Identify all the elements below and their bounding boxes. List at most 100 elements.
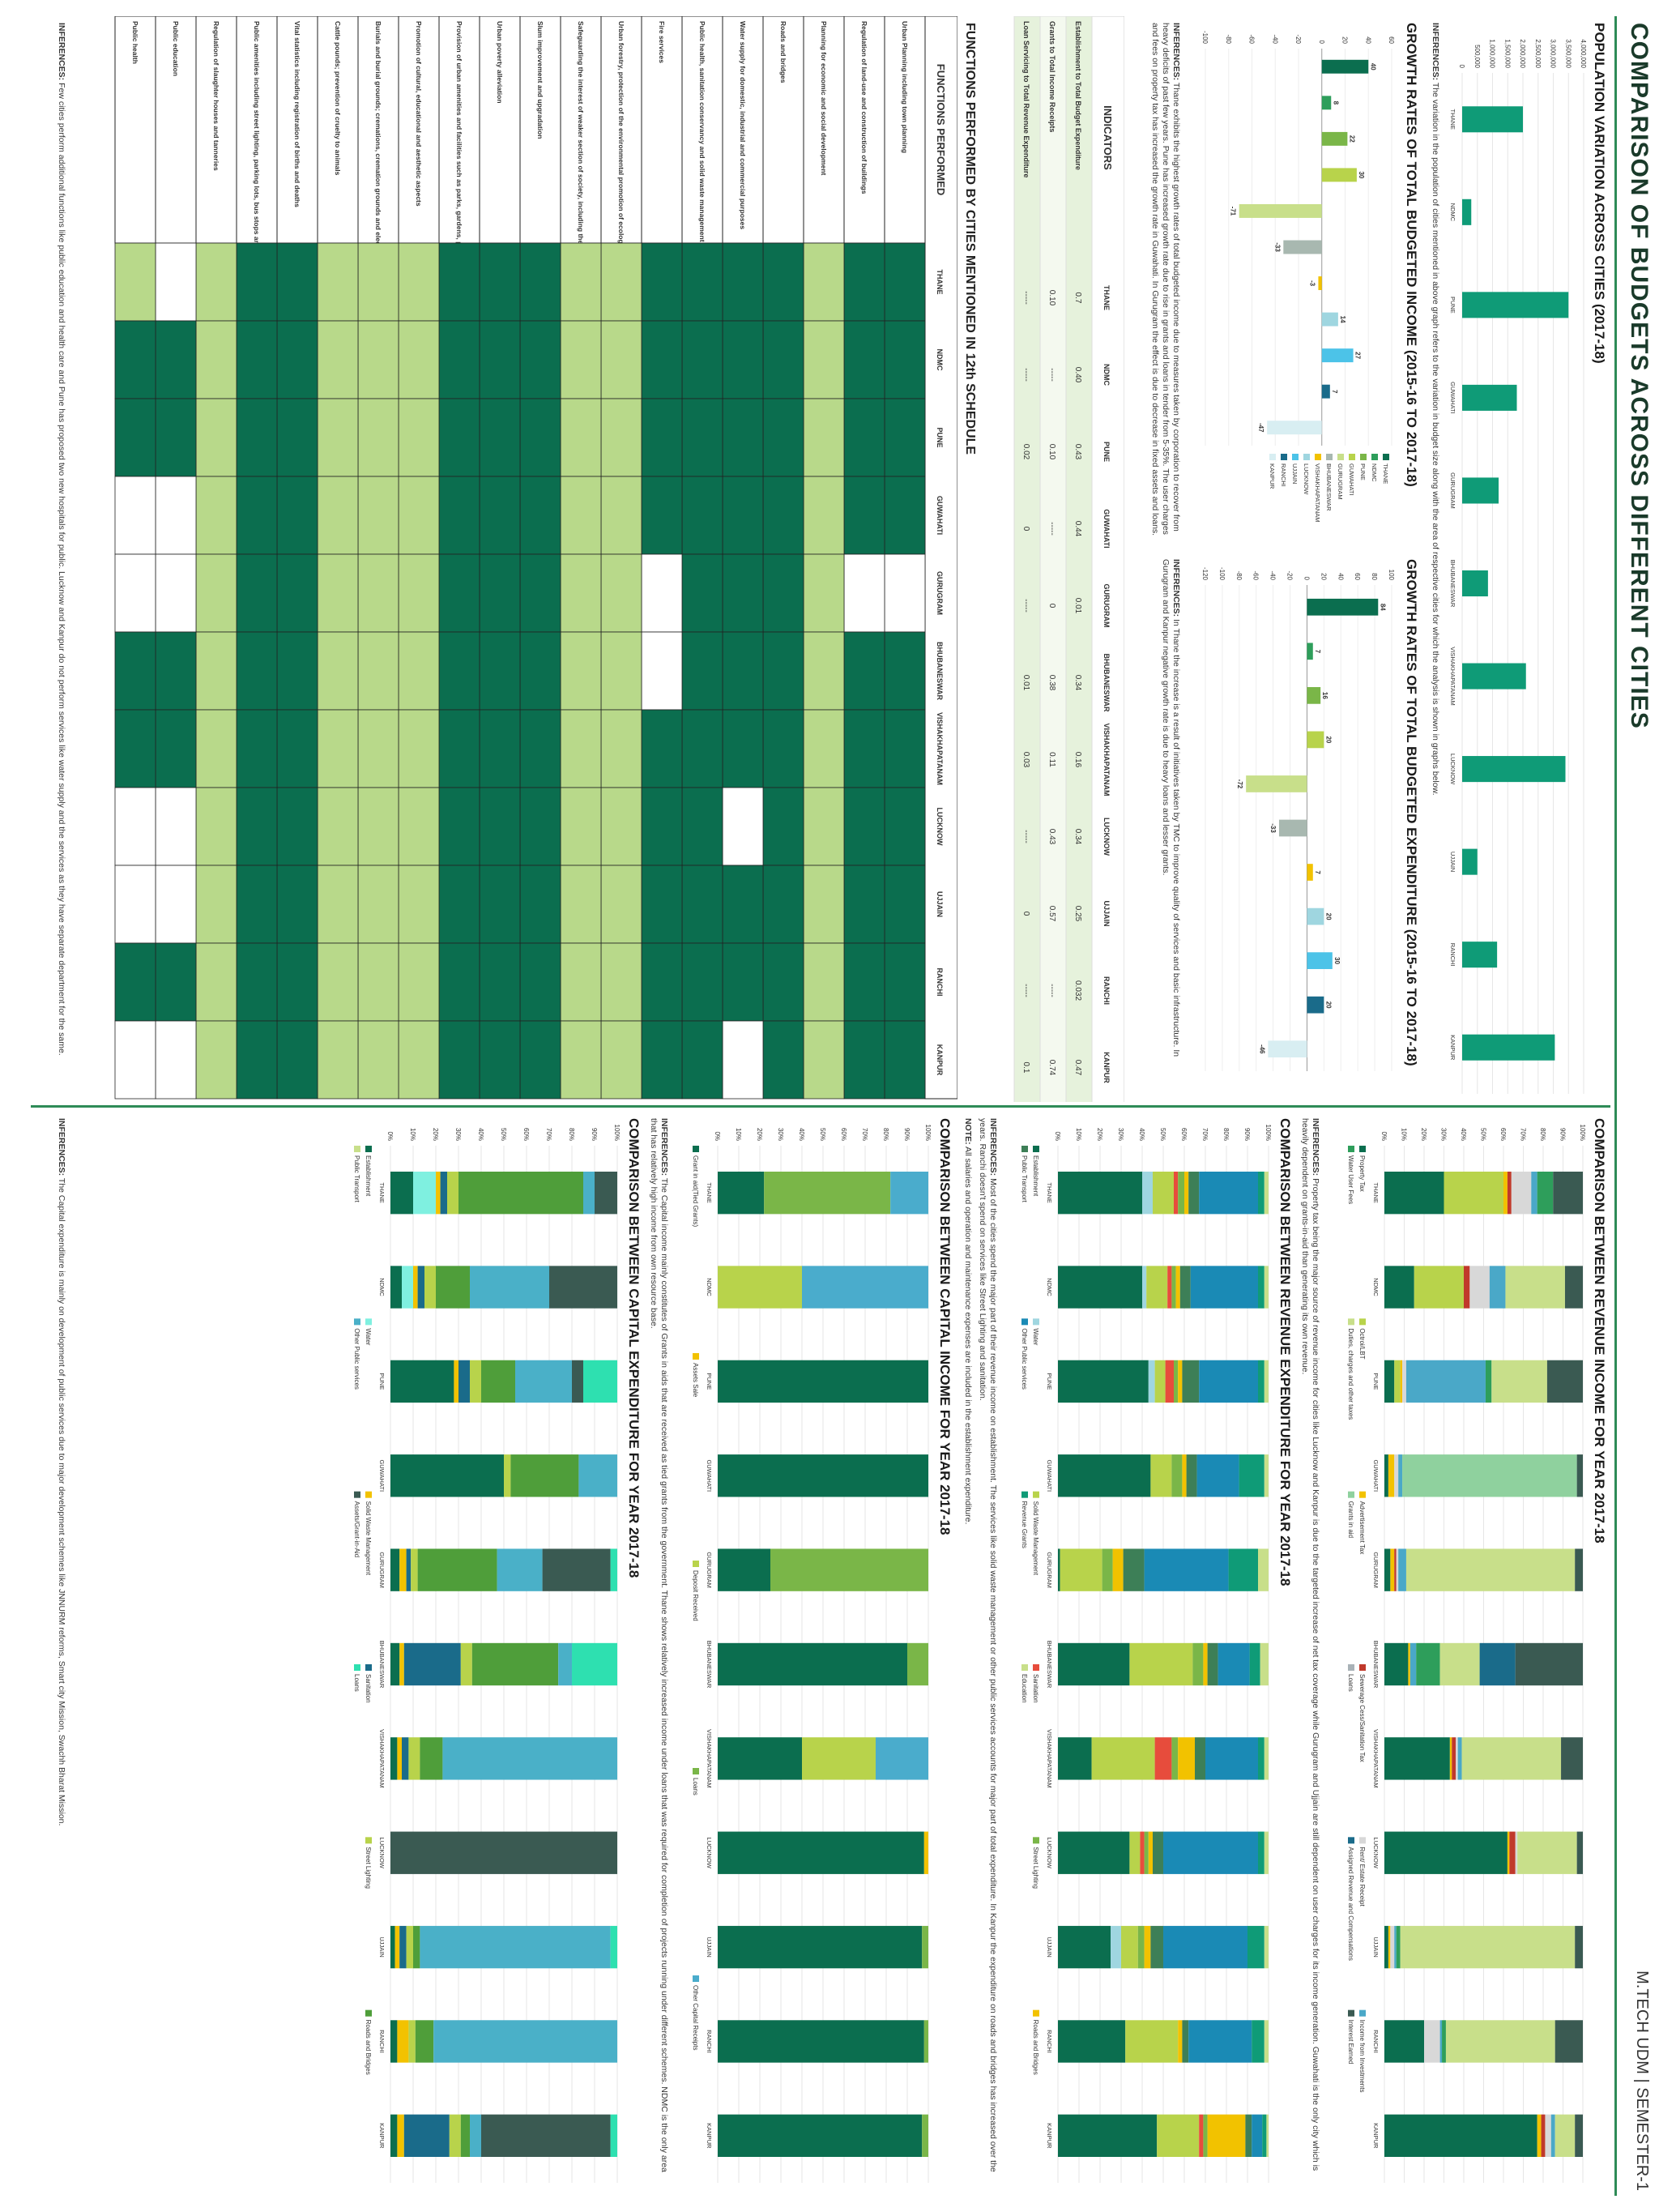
function-cell xyxy=(114,476,156,555)
bar-segment xyxy=(1129,1831,1141,1874)
x-tick-label: KANPUR xyxy=(378,2123,386,2149)
bar-segment xyxy=(413,1266,418,1309)
y-tick-label: 80 xyxy=(1371,573,1378,580)
table-cell: 0.01 xyxy=(1021,675,1030,691)
function-cell xyxy=(641,787,683,866)
legend-label: BHUBANESWAR xyxy=(1325,463,1333,511)
function-cell xyxy=(803,476,845,555)
functions-table: FUNCTIONS PERFORMED THANE NDMC PUNE GUWAHATI… xyxy=(114,16,957,1100)
function-cell xyxy=(600,865,642,944)
table-cell: 0.02 xyxy=(1021,444,1030,460)
function-cell xyxy=(884,476,926,555)
bar-segment xyxy=(1405,1548,1576,1591)
bar-segment xyxy=(1576,1454,1583,1497)
function-cell xyxy=(195,1020,237,1100)
legend-label: NDMC xyxy=(1371,463,1378,482)
table-cell: 0.10 xyxy=(1047,290,1056,306)
bar-segment xyxy=(718,1454,928,1497)
function-cell xyxy=(155,631,197,711)
y-tick-label: -80 xyxy=(1235,570,1243,580)
bar xyxy=(1321,96,1332,110)
bar-segment xyxy=(1144,1548,1229,1591)
bar-segment xyxy=(1058,2020,1126,2063)
bar-segment xyxy=(1258,1266,1265,1309)
bar-segment xyxy=(436,1172,441,1215)
y-tick-label: 0 xyxy=(1303,577,1310,581)
y-tick-label: 10% xyxy=(1075,1128,1082,1141)
x-tick-label: THANE xyxy=(1372,1182,1380,1202)
function-cell xyxy=(155,1020,197,1100)
bar-segment xyxy=(770,1548,928,1591)
function-cell xyxy=(195,709,237,788)
function-cell xyxy=(195,631,237,711)
function-cell xyxy=(276,942,318,1022)
function-cell xyxy=(236,787,278,866)
bar-segment xyxy=(1394,1925,1397,1969)
bar-segment xyxy=(390,1642,400,1686)
expenditure-growth-inference: INFERENCES: In Thane the increase is a r… xyxy=(1161,559,1181,1057)
function-cell xyxy=(762,1020,804,1100)
bar-segment xyxy=(764,1172,891,1215)
table-header: GURUGRAM xyxy=(936,571,944,615)
function-cell xyxy=(803,398,845,477)
function-cell xyxy=(357,320,399,399)
bar-segment xyxy=(1384,1831,1508,1874)
bar-segment xyxy=(470,1360,481,1403)
bar-segment xyxy=(1575,1548,1583,1591)
bar-segment xyxy=(1511,1172,1532,1215)
y-tick-label: 0% xyxy=(386,1131,394,1141)
legend-label: Property Tax xyxy=(1358,1155,1366,1192)
bar-segment xyxy=(399,1925,407,1969)
function-cell xyxy=(438,320,480,399)
function-cell xyxy=(681,1020,723,1100)
y-tick-label: 20% xyxy=(756,1128,763,1141)
x-tick-label: NDMC xyxy=(378,1278,386,1296)
legend-swatch xyxy=(693,1768,699,1774)
legend-label: Octroi/LBT xyxy=(1358,1328,1366,1359)
bar xyxy=(1321,384,1330,399)
bar-segment xyxy=(406,1548,412,1591)
bar-segment xyxy=(390,1454,504,1497)
bar-segment xyxy=(1058,1925,1111,1969)
function-cell xyxy=(155,320,197,399)
function-cell xyxy=(641,1020,683,1100)
bar-segment xyxy=(1479,1642,1516,1686)
bar-segment xyxy=(802,1266,928,1309)
legend-swatch xyxy=(1315,454,1321,460)
function-cell xyxy=(519,942,561,1022)
x-tick-label: NDMC xyxy=(1372,1278,1380,1296)
y-tick-label: -40 xyxy=(1271,34,1278,44)
function-cell xyxy=(803,865,845,944)
bar-segment xyxy=(1058,1266,1142,1309)
bar-segment xyxy=(1564,1266,1583,1309)
bar-segment xyxy=(1410,1642,1417,1686)
bar-segment xyxy=(449,2114,461,2157)
table-cell: 0.25 xyxy=(1073,906,1082,922)
function-cell xyxy=(398,709,440,788)
function-cell xyxy=(195,476,237,555)
table-header: FUNCTIONS PERFORMED xyxy=(935,64,947,196)
revenue-expenditure-chart: 0% 10% 20% 30% 40% 50% 60% 70% 80% 90% 100% THANE ND… xyxy=(1021,1125,1272,2183)
function-cell xyxy=(803,1020,845,1100)
function-cell xyxy=(317,476,359,555)
bar-segment xyxy=(1398,1454,1403,1497)
bar-segment xyxy=(1173,1360,1179,1403)
bar-segment xyxy=(1182,2020,1189,2063)
table-header: RANCHI xyxy=(936,968,944,997)
function-cell xyxy=(438,787,480,866)
data-label: 7 xyxy=(1331,390,1338,394)
bar-segment xyxy=(1146,1266,1168,1309)
function-cell xyxy=(479,242,521,322)
function-cell xyxy=(357,631,399,711)
bar-segment xyxy=(503,1454,511,1497)
function-cell xyxy=(600,709,642,788)
data-label: -71 xyxy=(1230,207,1237,216)
y-tick-label: 90% xyxy=(903,1128,911,1141)
data-label: 7 xyxy=(1314,870,1321,874)
population-inference: INFERENCES: The variation in the populat… xyxy=(1431,23,1440,796)
function-cell xyxy=(641,320,683,399)
bar-segment xyxy=(1199,1172,1258,1215)
function-cell xyxy=(276,398,318,477)
legend-label: Public Transport xyxy=(353,1155,360,1203)
y-tick-label: 60 xyxy=(1354,573,1361,580)
